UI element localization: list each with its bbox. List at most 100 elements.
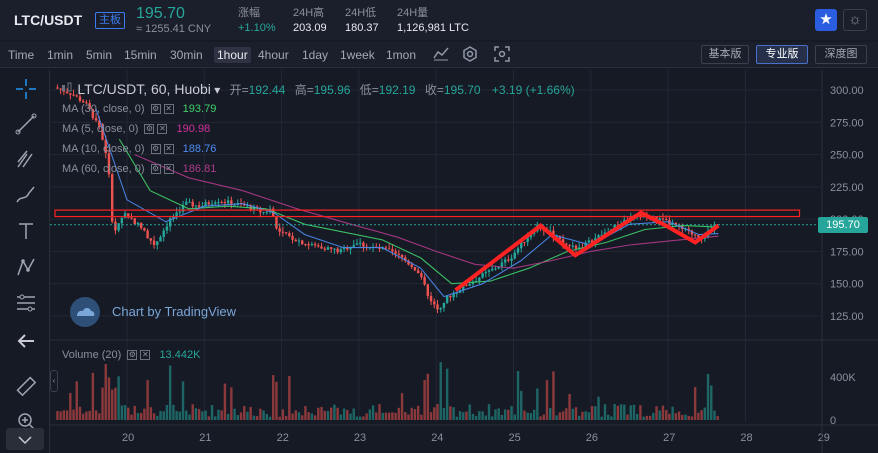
zoom-in-icon[interactable]	[13, 410, 39, 436]
indicators-icon[interactable]	[432, 46, 450, 65]
collapse-icon[interactable]	[6, 428, 44, 450]
volume-bar	[146, 380, 149, 420]
volume-bar	[378, 404, 381, 420]
ruler-icon[interactable]	[13, 375, 39, 401]
star-icon[interactable]: ★	[815, 9, 837, 31]
crosshair-icon[interactable]	[13, 78, 39, 104]
ma-close-icon[interactable]: ✕	[163, 104, 174, 115]
candle-body	[426, 284, 430, 296]
close-value: 195.70	[443, 83, 481, 97]
pair-name[interactable]: LTC/USDT	[14, 12, 83, 28]
timeframe-time[interactable]: Time	[8, 48, 35, 62]
volume-bar	[549, 407, 552, 420]
candle-body	[442, 302, 446, 308]
volume-bar	[243, 406, 246, 420]
volume-bar	[368, 409, 372, 420]
timeframe-15min[interactable]: 15min	[124, 48, 157, 62]
pane-collapse-icon[interactable]: ‹	[50, 370, 58, 392]
volume-bar	[484, 415, 488, 420]
pattern-icon[interactable]	[13, 256, 39, 282]
ma-close-icon[interactable]: ✕	[157, 124, 168, 135]
chart-area[interactable]: 300.00275.00250.00225.00200.00175.00150.…	[50, 70, 878, 453]
volume-bar	[127, 407, 130, 420]
ma-settings-icon[interactable]: ⚙	[150, 104, 161, 115]
brush-icon[interactable]	[13, 183, 39, 209]
mode-depth-button[interactable]: 深度图	[815, 45, 867, 64]
ma-close-icon[interactable]: ✕	[163, 144, 174, 155]
candle-body	[664, 219, 668, 221]
mode-basic-button[interactable]: 基本版	[701, 45, 749, 64]
candle-body	[478, 277, 481, 281]
volume-bar	[384, 412, 388, 420]
candle-body	[149, 238, 153, 241]
volume-close-icon[interactable]: ✕	[140, 350, 151, 361]
screenshot-icon[interactable]	[494, 46, 510, 65]
candle-body	[404, 257, 407, 261]
ma-settings-icon[interactable]: ⚙	[144, 124, 155, 135]
volume-bar	[365, 413, 368, 420]
timeframe-1min[interactable]: 1min	[47, 48, 74, 62]
volume-settings-icon[interactable]: ⚙	[127, 350, 138, 361]
timeframe-4hour[interactable]: 4hour	[258, 48, 289, 62]
ohlc-legend: LTC/USDT, 60, Huobi ▾ 开=192.44 高=195.96 …	[60, 81, 575, 98]
candle-body	[500, 262, 504, 267]
candle-body	[326, 247, 330, 250]
volume-bar	[581, 411, 584, 420]
candle-body	[181, 204, 185, 212]
time-tick-label: 21	[199, 432, 211, 444]
timeframe-1week[interactable]: 1week	[340, 48, 375, 62]
ma-settings-icon[interactable]: ⚙	[150, 144, 161, 155]
candle-body	[484, 271, 488, 274]
candle-body	[378, 247, 381, 249]
volume-bar	[664, 410, 668, 420]
volume-bar	[690, 416, 694, 420]
back-arrow-icon[interactable]	[13, 330, 39, 356]
pitchfork-icon[interactable]	[13, 148, 39, 174]
price-chart[interactable]: 300.00275.00250.00225.00200.00175.00150.…	[50, 70, 878, 453]
volume-bar	[265, 413, 268, 420]
candle-body	[127, 213, 130, 218]
volume-bar	[98, 413, 101, 420]
sun-icon[interactable]: ☼	[843, 9, 867, 31]
volume-bar	[462, 412, 465, 420]
candle-body	[65, 91, 69, 94]
ma-close-icon[interactable]: ✕	[163, 164, 174, 175]
volume-bar	[574, 407, 578, 420]
price-tick-label: 250.00	[830, 150, 864, 162]
candle-body	[210, 203, 214, 205]
volume-bar	[600, 416, 603, 420]
volume-bar	[520, 390, 523, 420]
ma-settings-icon[interactable]: ⚙	[150, 164, 161, 175]
time-tick-label: 26	[586, 432, 598, 444]
symbol-dropdown-icon[interactable]: ▾	[214, 83, 221, 97]
chart-type-icon[interactable]	[60, 82, 77, 97]
candle-body	[452, 293, 455, 298]
volume-bar	[429, 412, 433, 420]
timeframe-5min[interactable]: 5min	[86, 48, 113, 62]
fib-retracement-icon[interactable]	[13, 292, 39, 318]
watermark-text: Chart by TradingView	[112, 304, 237, 319]
timeframe-1hour[interactable]: 1hour	[214, 47, 251, 63]
volume-bar	[294, 410, 297, 420]
trend-line-icon[interactable]	[13, 113, 39, 139]
volume-bar	[117, 376, 120, 420]
volume-bar	[542, 414, 545, 420]
legend-symbol[interactable]: LTC/USDT, 60, Huobi	[77, 81, 211, 97]
candle-body	[439, 307, 442, 310]
mode-pro-button[interactable]: 专业版	[756, 45, 808, 64]
candle-body	[462, 284, 465, 291]
volume-bar	[710, 385, 713, 420]
candle-body	[146, 230, 149, 239]
volume-tick-label: 0	[830, 415, 836, 427]
text-icon[interactable]	[13, 220, 39, 246]
volume-bar	[69, 392, 72, 420]
timeframe-30min[interactable]: 30min	[170, 48, 203, 62]
candle-body	[143, 228, 146, 231]
ma-10-value: 188.76	[182, 143, 217, 155]
volume-bar	[397, 407, 401, 420]
volume-bar	[420, 414, 423, 420]
stat-24h-volume: 24H量 1,126,981 LTC	[397, 6, 469, 36]
timeframe-1day[interactable]: 1day	[302, 48, 329, 62]
timeframe-1mon[interactable]: 1mon	[386, 48, 417, 62]
settings-icon[interactable]	[462, 46, 478, 65]
